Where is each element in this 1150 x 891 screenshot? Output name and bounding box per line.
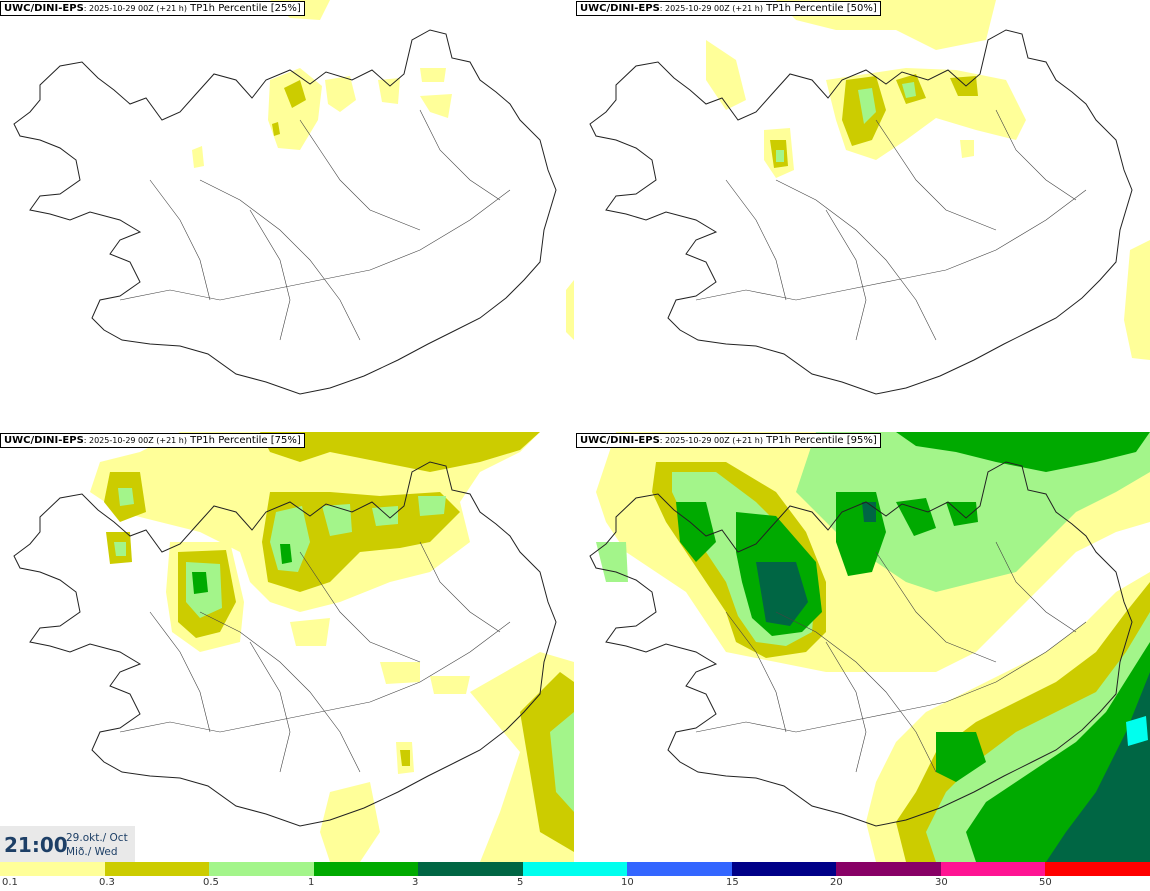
panel-title: UWC/DINI-EPS: 2025-10-29 00Z (+21 h) TP1… <box>576 1 881 16</box>
valid-time: 21:00 <box>4 833 68 857</box>
roads-rivers <box>119 109 511 341</box>
map-panel-50: UWC/DINI-EPS: 2025-10-29 00Z (+21 h) TP1… <box>576 0 1150 430</box>
color-scale-label: 20 <box>830 877 843 888</box>
color-swatch <box>418 862 523 876</box>
color-swatch <box>627 862 732 876</box>
color-scale-label: 5 <box>517 877 524 888</box>
iceland-coastline <box>589 29 1133 395</box>
valid-date-line2: Mið./ Wed <box>66 846 118 858</box>
precip-shading <box>596 432 1150 862</box>
color-swatch <box>522 862 628 876</box>
panel-title: UWC/DINI-EPS: 2025-10-29 00Z (+21 h) TP1… <box>576 433 881 448</box>
color-scale-label: 50 <box>1039 877 1052 888</box>
color-swatch <box>731 862 837 876</box>
map-canvas-25 <box>13 0 574 395</box>
color-scale-label: 10 <box>621 877 634 888</box>
color-scale-label: 1 <box>308 877 315 888</box>
color-scale-label: 3 <box>412 877 419 888</box>
color-scale-label: 15 <box>726 877 739 888</box>
iceland-coastline <box>589 461 1133 827</box>
color-scale-label: 0.1 <box>2 877 18 888</box>
panel-title: UWC/DINI-EPS: 2025-10-29 00Z (+21 h) TP1… <box>0 1 305 16</box>
panel-title: UWC/DINI-EPS: 2025-10-29 00Z (+21 h) TP1… <box>0 433 305 448</box>
map-panel-75: UWC/DINI-EPS: 2025-10-29 00Z (+21 h) TP1… <box>0 432 574 862</box>
iceland-coastline <box>13 29 557 395</box>
color-swatch <box>1045 862 1150 876</box>
iceland-coastline <box>13 461 557 827</box>
roads-rivers <box>695 541 1087 773</box>
precip-shading <box>192 0 574 340</box>
map-panel-95: UWC/DINI-EPS: 2025-10-29 00Z (+21 h) TP1… <box>576 432 1150 862</box>
map-canvas-95 <box>589 432 1150 862</box>
color-swatch <box>209 862 314 876</box>
precip-shading <box>706 0 1150 360</box>
color-scale-labels: 0.1 0.3 0.5 1 3 5 10 15 20 30 50 <box>0 876 1150 890</box>
color-scale-label: 30 <box>935 877 948 888</box>
map-canvas-50 <box>589 0 1150 395</box>
color-scale-label: 0.5 <box>203 877 219 888</box>
map-canvas-75 <box>13 432 574 862</box>
color-swatch <box>313 862 419 876</box>
color-swatch <box>836 862 941 876</box>
map-panel-25: UWC/DINI-EPS: 2025-10-29 00Z (+21 h) TP1… <box>0 0 574 430</box>
precip-shading <box>90 432 574 862</box>
valid-date: 29.okt./ Oct Mið./ Wed <box>66 831 128 859</box>
roads-rivers <box>695 109 1087 341</box>
valid-date-line1: 29.okt./ Oct <box>66 832 128 844</box>
color-swatch <box>0 862 105 876</box>
color-scale-label: 0.3 <box>99 877 115 888</box>
color-scale-bar <box>0 862 1150 876</box>
color-swatch <box>940 862 1046 876</box>
valid-time-box: 21:00 29.okt./ Oct Mið./ Wed <box>0 826 135 862</box>
roads-rivers <box>119 541 511 773</box>
color-swatch <box>104 862 210 876</box>
